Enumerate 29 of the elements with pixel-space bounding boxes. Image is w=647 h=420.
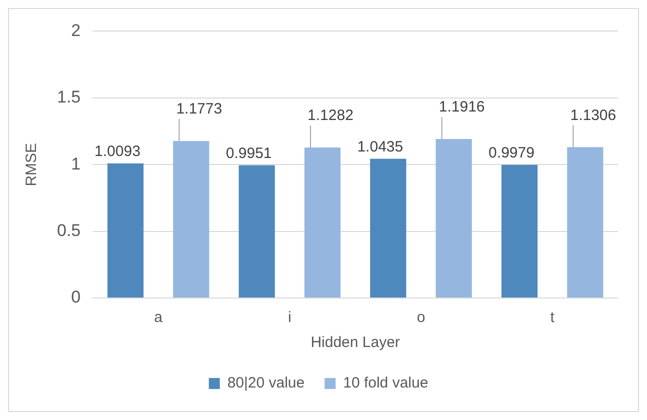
y-tick-label: 2 [71,20,81,40]
bar [107,163,144,298]
bar [501,164,538,298]
y-tick-label: 1 [71,154,81,174]
y-axis-title: RMSE [23,142,40,186]
legend-label: 10 fold value [343,374,428,392]
bar [370,158,406,298]
bar [304,148,341,298]
data-label: 1.1306 [570,106,616,124]
data-label: 0.9951 [226,144,272,162]
data-label: 0.9979 [488,144,534,162]
y-tick-label: 0.5 [56,220,81,240]
y-tick-label: 0 [71,288,81,307]
x-axis-title: Hidden Layer [310,334,400,352]
x-tick-label: i [288,309,292,326]
x-tick-label: t [550,309,556,326]
x-tick-label: a [154,309,164,326]
x-tick-label: o [416,309,426,326]
y-tick-label: 1.5 [56,88,81,107]
bar [173,140,210,298]
data-label: 1.1282 [308,107,354,124]
data-label: 1.0093 [94,143,140,160]
data-label: 1.1773 [176,100,222,118]
data-label: 1.0435 [357,138,404,156]
bar [238,165,275,298]
bar [436,139,472,298]
legend-label: 80|20 value [227,374,305,392]
bar [567,147,604,298]
data-label: 1.1916 [438,98,485,116]
